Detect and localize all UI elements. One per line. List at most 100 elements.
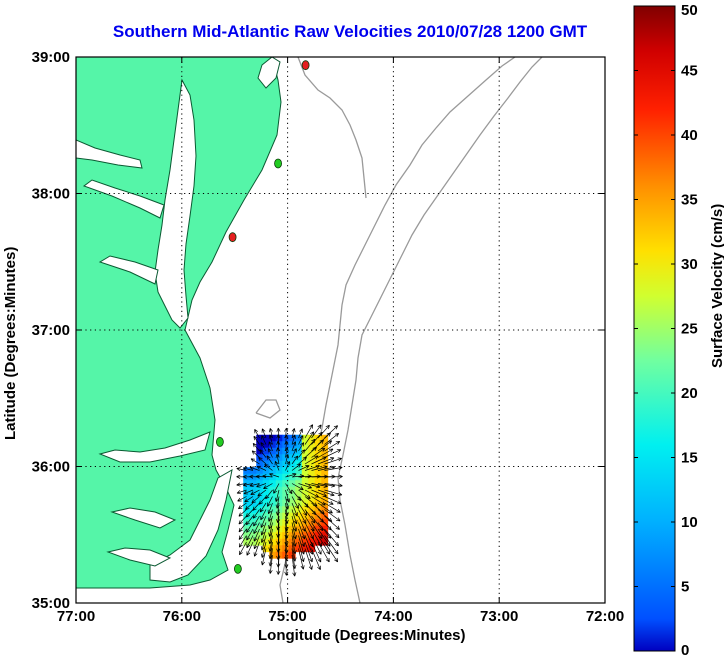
- velocity-arrow: [236, 489, 247, 495]
- velocity-arrow: [317, 489, 335, 497]
- velocity-cell: [249, 486, 257, 494]
- velocity-arrow: [317, 457, 335, 465]
- velocity-cell: [256, 473, 264, 481]
- velocity-cell: [295, 434, 303, 442]
- station-marker: [274, 158, 282, 169]
- velocity-arrow: [304, 438, 316, 452]
- velocity-arrow: [317, 496, 334, 505]
- velocity-cell: [288, 447, 296, 455]
- velocity-cell: [275, 460, 283, 468]
- velocity-arrow: [264, 463, 273, 471]
- velocity-arrow: [285, 483, 293, 495]
- velocity-arrow: [269, 472, 280, 478]
- velocity-arrow: [239, 541, 247, 556]
- velocity-arrow: [275, 453, 280, 465]
- colorbar-tick-label: 15: [681, 450, 698, 467]
- velocity-arrow: [317, 440, 333, 452]
- x-tick-label: 72:00: [586, 608, 624, 625]
- radar-stations: [215, 60, 310, 574]
- velocity-arrow: [291, 455, 299, 465]
- velocity-arrow: [324, 425, 339, 439]
- velocity-cell: [288, 441, 296, 449]
- velocity-cell: [275, 467, 283, 475]
- y-tick-label: 37:00: [32, 322, 70, 339]
- velocity-cell: [275, 454, 283, 462]
- velocity-arrow: [259, 502, 267, 513]
- colorbar-tick-label: 20: [681, 385, 698, 402]
- velocity-arrow: [260, 535, 267, 551]
- velocity-cell: [282, 447, 290, 455]
- velocity-arrow: [291, 463, 302, 471]
- velocity-arrow: [260, 442, 267, 452]
- potomac-river: [82, 179, 165, 219]
- velocity-cell: [269, 447, 277, 455]
- velocity-cell: [282, 467, 290, 475]
- velocity-arrow: [304, 483, 321, 489]
- velocity-cell: [269, 480, 277, 488]
- velocity-arrow: [304, 446, 317, 458]
- x-tick-label: 75:00: [268, 608, 306, 625]
- velocity-arrow: [311, 439, 324, 452]
- velocity-arrow: [298, 456, 307, 465]
- velocity-arrow: [324, 522, 340, 539]
- delaware-bay: [257, 57, 281, 89]
- y-tick-label: 35:00: [32, 595, 70, 612]
- velocity-cell: [288, 454, 296, 462]
- colorbar-tick-label: 25: [681, 321, 698, 338]
- velocity-cell: [256, 480, 264, 488]
- velocity-arrow: [324, 528, 339, 547]
- velocity-arrow: [237, 502, 247, 510]
- velocity-arrow: [276, 554, 281, 575]
- velocity-cell: [301, 434, 309, 442]
- velocity-arrow: [324, 496, 342, 505]
- velocity-arrow: [311, 548, 321, 570]
- y-tick-label: 39:00: [32, 49, 70, 66]
- velocity-arrow: [274, 489, 280, 502]
- velocity-arrow: [246, 528, 254, 541]
- velocity-cell: [249, 473, 257, 481]
- velocity-arrow: [276, 447, 281, 458]
- velocity-arrow: [291, 434, 296, 445]
- velocity-arrow: [324, 489, 343, 496]
- velocity-arrow: [304, 431, 315, 445]
- velocity-arrow: [298, 541, 305, 563]
- colorbar: [633, 5, 676, 652]
- velocity-arrow: [298, 449, 306, 458]
- velocity-arrow: [267, 448, 273, 458]
- velocity-arrow: [284, 554, 289, 576]
- velocity-arrow: [253, 541, 260, 557]
- velocity-cell: [249, 467, 257, 475]
- velocity-cell: [262, 473, 270, 481]
- velocity-cell: [308, 441, 316, 449]
- velocity-cell: [249, 499, 257, 507]
- velocity-arrow: [268, 554, 273, 574]
- velocity-cell: [275, 473, 283, 481]
- velocity-cell: [275, 441, 283, 449]
- velocity-cell: [262, 454, 270, 462]
- velocity-arrow: [246, 541, 254, 556]
- colorbar-tick-label: 0: [681, 642, 689, 659]
- velocity-cell: [282, 460, 290, 468]
- velocity-cell: [301, 441, 309, 449]
- velocity-arrow: [260, 509, 267, 521]
- velocity-cell: [301, 447, 309, 455]
- velocity-arrow: [304, 464, 320, 471]
- velocity-cell: [249, 480, 257, 488]
- velocity-arrow: [291, 515, 298, 532]
- velocity-arrow: [251, 496, 260, 504]
- velocity-cell: [256, 460, 264, 468]
- velocity-arrow: [317, 424, 330, 439]
- y-axis-ticks: 39:00 38:00 37:00 36:00 35:00: [32, 49, 605, 612]
- velocity-arrow: [267, 502, 273, 515]
- velocity-cell: [243, 499, 251, 507]
- map-title: Southern Mid-Atlantic Raw Velocities 201…: [112, 22, 588, 41]
- velocity-arrow: [254, 429, 260, 439]
- velocity-cell: [262, 486, 270, 494]
- velocity-arrow: [291, 502, 298, 517]
- velocity-cell: [243, 506, 251, 514]
- velocity-arrow: [317, 535, 331, 555]
- velocity-arrow: [311, 522, 323, 539]
- velocity-cell: [288, 434, 296, 442]
- velocity-arrow: [324, 502, 341, 513]
- velocity-arrow: [238, 528, 247, 540]
